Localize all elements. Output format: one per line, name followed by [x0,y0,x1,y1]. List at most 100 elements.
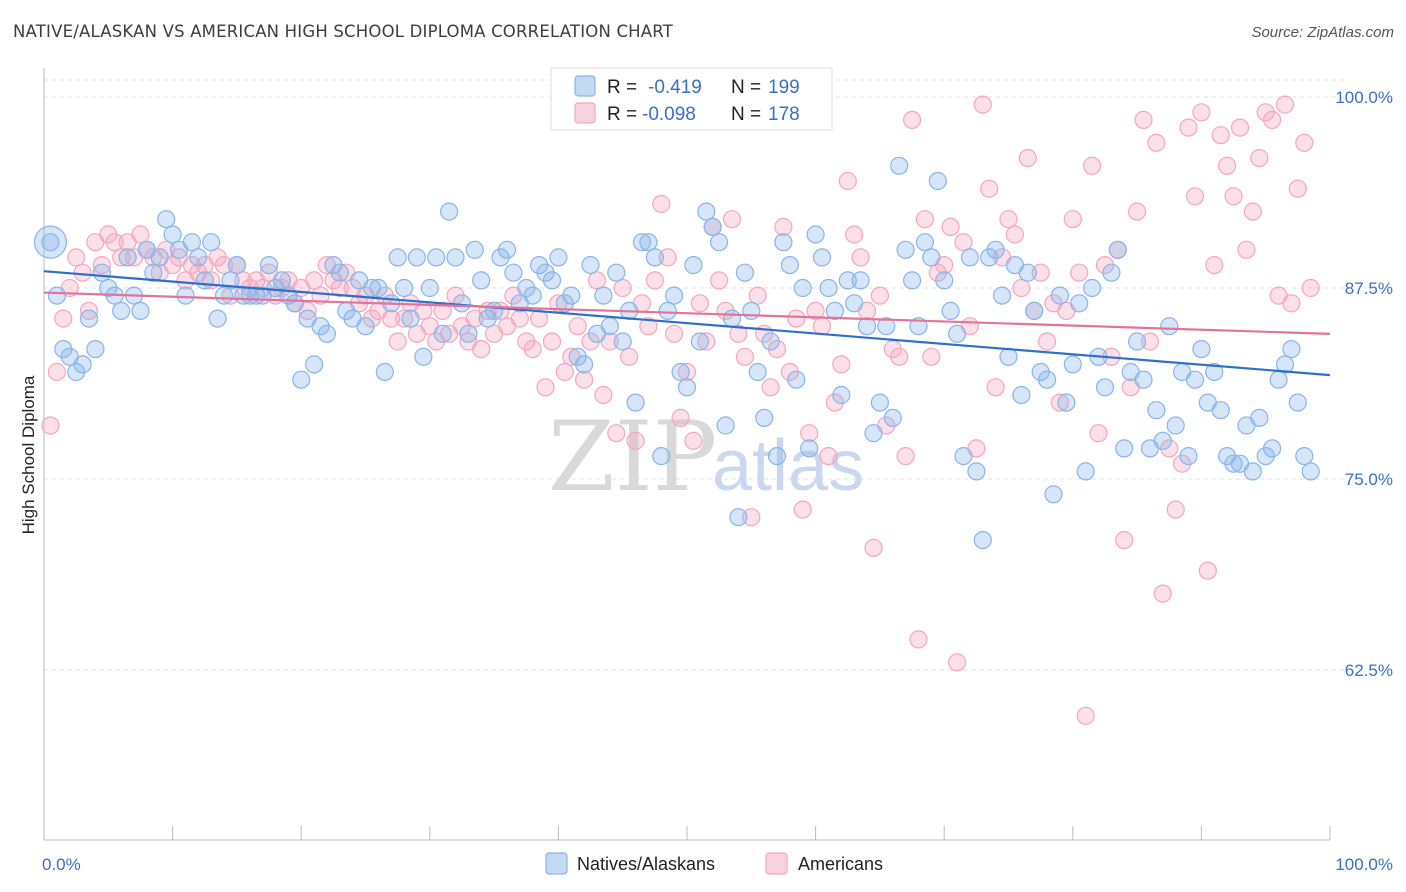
point-natives [890,156,909,175]
point-americans [722,210,742,229]
point-natives [767,447,787,466]
point-americans [1070,263,1089,282]
point-americans [1095,256,1115,275]
point-natives [600,317,619,336]
point-natives [446,248,465,267]
point-natives [703,217,722,236]
point-natives [562,286,581,305]
point-natives [684,256,703,275]
legend-r-value-americans: -0.098 [642,104,696,125]
point-natives [47,286,67,305]
point-natives [112,301,131,320]
point-americans [915,210,935,229]
point-natives [414,347,433,366]
point-americans [748,286,767,305]
point-natives [176,286,195,305]
point-natives [793,278,812,298]
point-natives [999,347,1018,366]
point-natives [1037,370,1057,389]
legend: R = -0.419 N = 199 R = -0.098 N = 178 [550,67,833,131]
point-americans [574,370,594,389]
point-americans [1160,439,1179,458]
point-americans [607,424,626,443]
point-natives [1250,408,1269,427]
point-natives [1057,393,1076,412]
point-americans [382,309,401,328]
point-natives [755,408,774,427]
point-natives [131,301,150,320]
point-americans [1147,133,1166,152]
point-natives [947,324,967,343]
point-natives [915,233,935,252]
point-natives [1095,378,1115,397]
point-natives [690,332,710,351]
point-americans [1012,278,1031,298]
point-natives [202,233,221,252]
point-natives [594,286,613,305]
point-natives [742,301,761,320]
point-americans [709,271,729,290]
point-americans [1205,256,1224,275]
point-natives [1205,362,1224,382]
point-americans [980,179,999,198]
point-natives [1185,370,1205,389]
point-natives [311,317,330,336]
point-natives [748,362,767,382]
watermark: ZIP atlas [548,401,864,513]
point-natives [632,233,652,252]
point-natives [877,317,896,336]
point-natives [407,248,426,267]
point-americans [941,217,960,236]
point-natives [812,248,832,267]
point-natives [549,248,568,267]
point-natives [735,263,755,282]
point-natives [1044,485,1063,504]
legend-n-value-natives: 199 [768,77,800,98]
point-natives [330,263,349,282]
point-natives [761,332,780,351]
point-natives [954,447,973,466]
point-natives [523,286,542,305]
point-americans [677,362,697,382]
point-natives [838,271,857,290]
point-americans [1115,530,1134,550]
point-natives [324,256,343,275]
point-americans [1153,584,1172,603]
point-natives [709,233,729,252]
point-americans [684,431,703,450]
point-natives [369,278,388,298]
point-natives [1153,431,1172,450]
trend-line-natives [43,270,1331,377]
point-americans [1256,103,1275,122]
bottom-legend: Natives/Alaskans Americans [545,852,883,875]
point-natives [1115,439,1134,458]
point-natives [922,248,941,267]
point-natives [1018,263,1037,282]
point-natives [825,301,845,320]
axes [43,68,1331,841]
point-natives [67,362,86,382]
point-americans [1089,424,1108,443]
point-natives [472,271,491,290]
point-americans [1288,179,1307,198]
point-natives [163,225,182,244]
point-americans [395,309,414,328]
point-natives [1012,385,1031,405]
point-americans [652,194,671,214]
point-americans [1250,149,1269,168]
point-americans [658,248,677,267]
point-natives [388,248,407,267]
point-americans [890,347,909,366]
point-americans [735,347,755,366]
point-natives [967,462,986,481]
legend-n-label-americans: N = [731,104,761,125]
point-americans [214,256,234,275]
point-natives [144,263,163,282]
chart-title: NATIVE/ALASKAN VS AMERICAN HIGH SCHOOL D… [13,22,673,41]
point-natives [214,286,234,305]
y-tick-label: 62.5% [1345,661,1393,680]
x-tick-labels: 0.0% 100.0% [42,855,1393,874]
point-americans [986,378,1005,397]
point-natives [1224,454,1243,473]
point-americans [330,278,349,298]
